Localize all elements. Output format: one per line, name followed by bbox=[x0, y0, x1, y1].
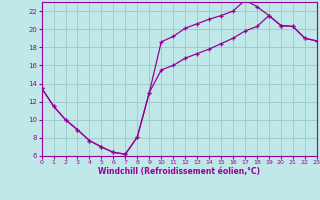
X-axis label: Windchill (Refroidissement éolien,°C): Windchill (Refroidissement éolien,°C) bbox=[98, 167, 260, 176]
